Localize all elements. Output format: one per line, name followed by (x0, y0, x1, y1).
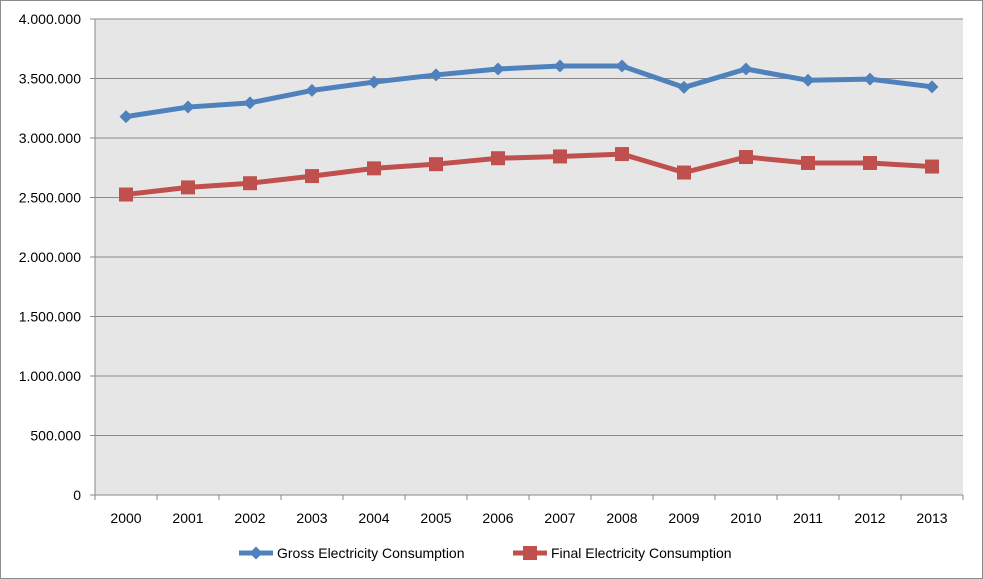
y-tick-label: 2.000.000 (19, 249, 81, 265)
x-tick-label: 2005 (420, 510, 451, 526)
x-tick-label: 2009 (668, 510, 699, 526)
legend: Gross Electricity Consumption Final Elect… (239, 545, 732, 561)
legend-label: Final Electricity Consumption (551, 545, 732, 561)
data-point (553, 59, 567, 73)
series-group (119, 59, 939, 202)
x-tick-label: 2007 (544, 510, 575, 526)
data-point (243, 96, 257, 110)
data-point (491, 62, 505, 76)
y-tick-label: 1.500.000 (19, 309, 81, 325)
tick-labels: 0 500.000 1.000.000 1.500.000 2.000.000 2.500… (19, 11, 948, 526)
x-tick-label: 2001 (172, 510, 203, 526)
x-tick-label: 2013 (916, 510, 947, 526)
y-tick-label: 3.000.000 (19, 130, 81, 146)
legend-marker-diamond (249, 546, 263, 560)
x-tick-label: 2000 (110, 510, 141, 526)
data-point (925, 80, 939, 94)
data-point (677, 165, 691, 180)
x-tick-label: 2003 (296, 510, 327, 526)
data-point (181, 180, 195, 195)
data-point (429, 157, 443, 172)
x-tick-label: 2008 (606, 510, 637, 526)
data-point (615, 59, 629, 73)
data-point (181, 100, 195, 114)
axes (90, 18, 964, 500)
legend-item: Final Electricity Consumption (513, 545, 732, 561)
data-point (863, 155, 877, 170)
data-point (367, 161, 381, 176)
data-point (243, 176, 257, 191)
data-point (119, 110, 133, 124)
data-point (801, 73, 815, 87)
x-tick-label: 2011 (793, 510, 823, 526)
y-tick-label: 1.000.000 (19, 368, 81, 384)
data-point (491, 151, 505, 166)
legend-marker-square (523, 546, 537, 560)
x-tick-label: 2012 (854, 510, 885, 526)
series-gross (119, 59, 939, 124)
y-tick-label: 4.000.000 (19, 11, 81, 27)
legend-item: Gross Electricity Consumption (239, 545, 465, 561)
data-point (119, 187, 133, 202)
series-final (119, 147, 939, 202)
series-line (125, 63, 933, 120)
y-tick-label: 0 (73, 487, 81, 503)
data-point (305, 169, 319, 184)
data-point (863, 72, 877, 86)
data-point (739, 150, 753, 165)
data-point (677, 80, 691, 94)
x-tick-label: 2002 (234, 510, 265, 526)
x-tick-label: 2004 (358, 510, 389, 526)
data-point (801, 155, 815, 170)
data-point (739, 62, 753, 76)
data-point (429, 68, 443, 82)
y-tick-label: 3.500.000 (19, 71, 81, 87)
x-tick-label: 2010 (730, 510, 761, 526)
legend-label: Gross Electricity Consumption (277, 545, 465, 561)
data-point (615, 147, 629, 162)
data-point (367, 75, 381, 89)
series-line (125, 151, 933, 198)
data-point (305, 83, 319, 97)
x-tick-label: 2006 (482, 510, 513, 526)
y-tick-label: 2.500.000 (19, 190, 81, 206)
data-point (925, 159, 939, 174)
data-point (553, 149, 567, 164)
y-tick-label: 500.000 (30, 428, 81, 444)
